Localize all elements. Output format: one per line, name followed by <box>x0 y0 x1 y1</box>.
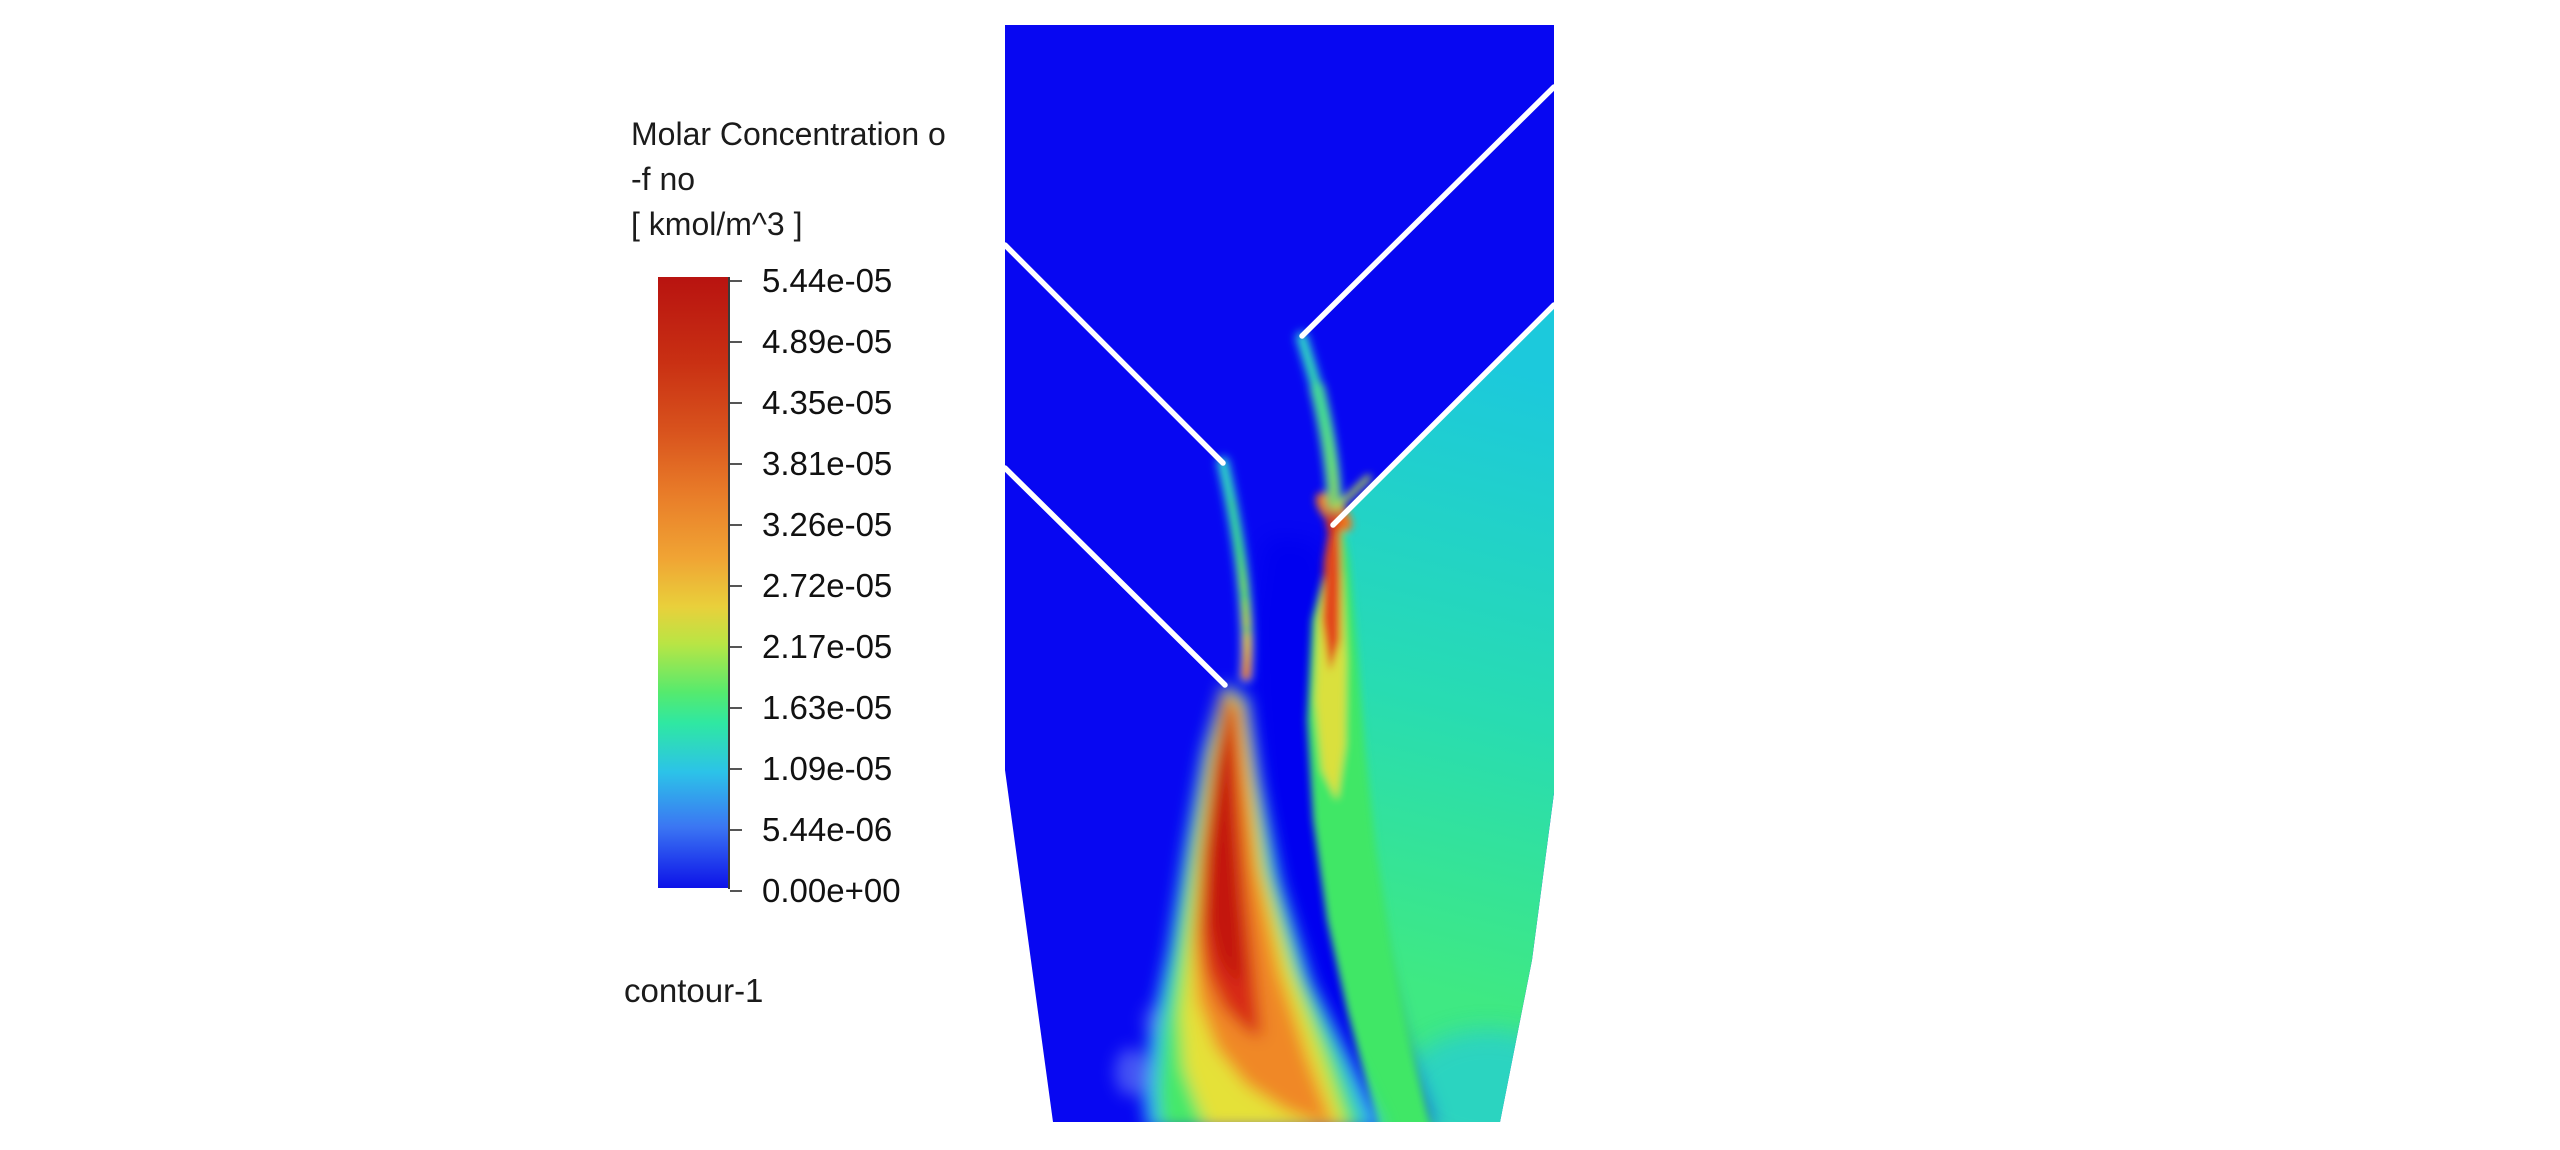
colorbar-tick-label: 0.00e+00 <box>762 872 901 909</box>
left-plume-dark-red-core <box>1208 706 1243 982</box>
colorbar-tick-label: 3.81e-05 <box>762 445 893 482</box>
colorbar-tick <box>730 890 742 892</box>
wisp-speckle <box>1243 626 1251 634</box>
colorbar-gradient <box>658 277 728 888</box>
wisp-speckle <box>1228 501 1236 509</box>
pale-blue-blob <box>1115 1048 1147 1096</box>
colorbar-tick <box>730 585 742 587</box>
colorbar-title-line2: -f no <box>631 161 696 197</box>
colorbar-axis-line <box>728 277 730 889</box>
colorbar-tick <box>730 402 742 404</box>
colorbar-tick <box>730 646 742 648</box>
colorbar-tick <box>730 341 742 343</box>
colorbar-tick-label: 2.72e-05 <box>762 567 893 604</box>
colorbar-tick <box>730 524 742 526</box>
wall-tip-green-smear <box>1336 474 1372 509</box>
colorbar-tick-label: 5.44e-05 <box>762 262 893 299</box>
wisp-speckle <box>1239 590 1249 600</box>
pale-blue-blob-small <box>1142 1006 1162 1034</box>
colorbar-tick <box>730 463 742 465</box>
colorbar-tick-label: 4.35e-05 <box>762 384 893 421</box>
colorbar-tick <box>730 768 742 770</box>
colorbar-title: Molar Concentration o -f no [ kmol/m^3 ] <box>631 112 946 247</box>
colorbar-tick-label: 2.17e-05 <box>762 628 893 665</box>
wall-line-upper-right <box>1299 84 1554 339</box>
wall-line-lower-left <box>1005 465 1228 688</box>
wall-line-lower-right <box>1330 302 1554 528</box>
teal-bottom-cyan-patch <box>1398 1030 1554 1122</box>
colorbar-title-line3: [ kmol/m^3 ] <box>631 206 803 242</box>
colorbar-tick <box>730 829 742 831</box>
colorbar-tick <box>730 280 742 282</box>
colorbar-tick-label: 3.26e-05 <box>762 506 893 543</box>
colorbar-tick-label: 5.44e-06 <box>762 811 893 848</box>
colorbar-tick-label: 1.09e-05 <box>762 750 893 787</box>
colorbar-title-line1: Molar Concentration o <box>631 116 946 152</box>
right-jet-red-streak <box>1322 505 1341 672</box>
colorbar-tick-label: 1.63e-05 <box>762 689 893 726</box>
right-wisp-green-widen <box>1310 382 1342 508</box>
colorbar-tick <box>730 707 742 709</box>
wall-line-upper-left <box>1005 242 1226 466</box>
contour-object-label: contour-1 <box>624 972 764 1009</box>
colorbar-tick-label: 4.89e-05 <box>762 323 893 360</box>
wisp-speckle <box>1234 545 1244 555</box>
